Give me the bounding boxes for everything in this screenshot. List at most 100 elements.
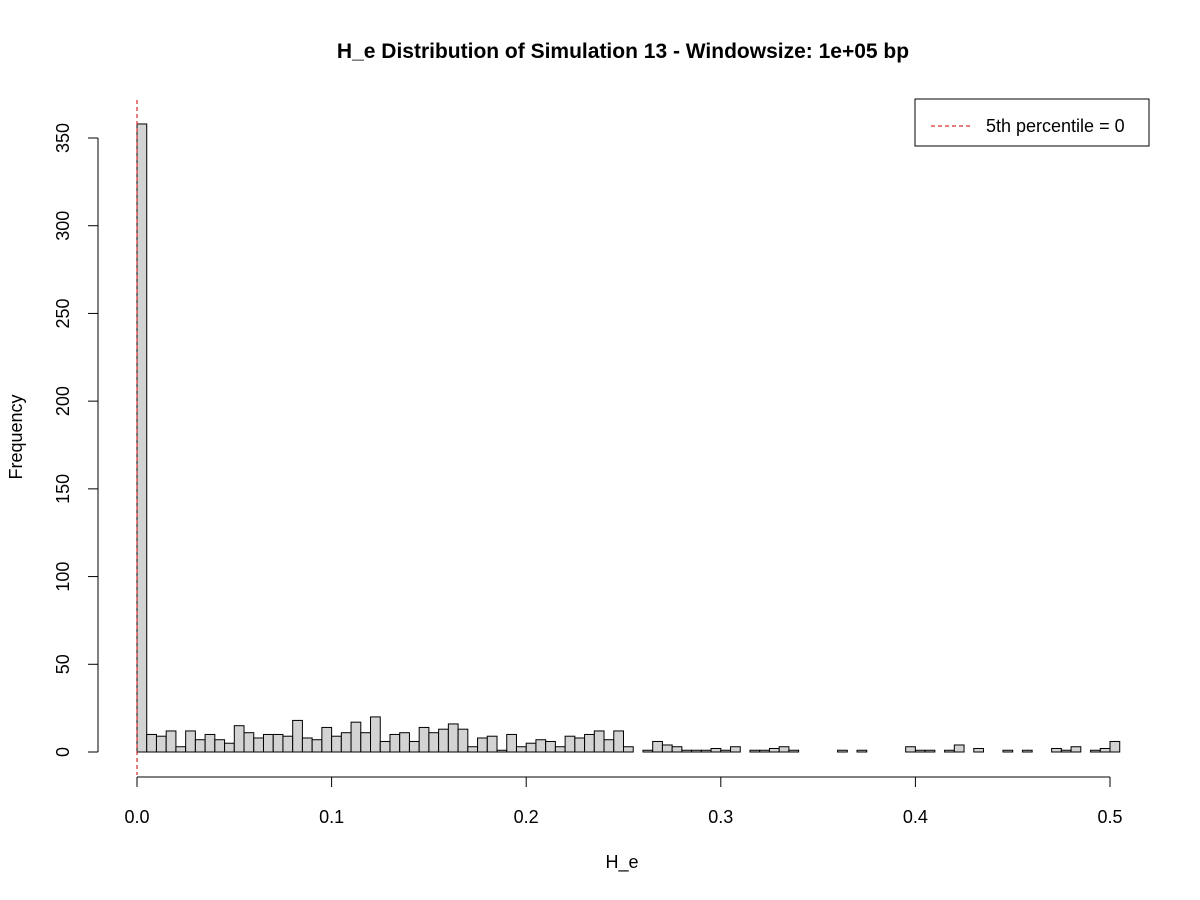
histogram-bar bbox=[652, 740, 663, 753]
histogram-bar bbox=[914, 749, 926, 753]
y-tick-label: 100 bbox=[53, 562, 73, 592]
histogram-bar bbox=[1090, 749, 1101, 753]
histogram-bar bbox=[408, 740, 420, 753]
histogram-bar bbox=[1060, 749, 1072, 753]
y-tick-label: 350 bbox=[53, 123, 73, 153]
histogram-bar bbox=[691, 749, 702, 753]
histogram-bar bbox=[165, 730, 177, 753]
histogram-bar bbox=[973, 747, 985, 753]
histogram-bar bbox=[1051, 747, 1062, 753]
histogram-bar bbox=[642, 749, 654, 753]
histogram-bar bbox=[613, 730, 625, 753]
histogram-bar bbox=[262, 733, 274, 753]
x-tick-label: 0.1 bbox=[319, 807, 344, 827]
histogram-bar bbox=[311, 739, 323, 753]
histogram-bar bbox=[710, 747, 722, 753]
histogram-bar bbox=[321, 726, 333, 753]
histogram-bar bbox=[224, 742, 235, 753]
histogram-bar bbox=[214, 739, 226, 753]
y-tick-label: 150 bbox=[53, 474, 73, 504]
histogram-bar bbox=[350, 721, 362, 753]
histogram-bar bbox=[477, 737, 488, 753]
y-tick-label: 250 bbox=[53, 298, 73, 328]
legend-entry-label: 5th percentile = 0 bbox=[986, 116, 1125, 136]
histogram-bar bbox=[243, 732, 255, 753]
histogram-bar bbox=[486, 735, 498, 753]
histogram-bar bbox=[1099, 747, 1111, 753]
histogram-bar bbox=[584, 733, 595, 753]
histogram-bar bbox=[506, 733, 517, 753]
histogram-bar bbox=[1070, 746, 1082, 753]
x-tick-label: 0.3 bbox=[708, 807, 733, 827]
histogram-bar bbox=[292, 719, 303, 753]
histogram-bar bbox=[340, 732, 352, 753]
histogram-bar bbox=[749, 749, 761, 753]
histogram-bar bbox=[155, 735, 167, 753]
histogram-bar bbox=[253, 737, 264, 753]
y-tick-label: 200 bbox=[53, 386, 73, 416]
histogram-bar bbox=[194, 739, 206, 753]
histogram-bar bbox=[146, 733, 157, 753]
histogram-bar bbox=[768, 747, 780, 753]
histogram-bar bbox=[272, 733, 284, 753]
histogram-bar bbox=[720, 749, 732, 753]
x-axis-label: H_e bbox=[605, 852, 638, 873]
histogram-bar bbox=[457, 728, 469, 753]
y-axis-label: Frequency bbox=[6, 394, 26, 479]
histogram-bar bbox=[515, 746, 527, 753]
histogram-bar bbox=[1109, 740, 1121, 753]
histogram-bar bbox=[856, 749, 868, 753]
histogram-bar bbox=[438, 728, 449, 753]
histogram-bar bbox=[603, 739, 615, 753]
histogram-bar bbox=[730, 746, 741, 753]
histogram-bar bbox=[447, 723, 459, 753]
histogram-bar bbox=[467, 746, 479, 753]
histogram-bar bbox=[905, 746, 916, 753]
legend: 5th percentile = 0 bbox=[914, 98, 1150, 147]
x-tick-label: 0.0 bbox=[124, 807, 149, 827]
histogram-bar bbox=[623, 746, 634, 753]
histogram-bar bbox=[301, 737, 313, 753]
histogram-bar bbox=[175, 746, 187, 753]
histogram-bar bbox=[545, 740, 556, 753]
y-tick-label: 50 bbox=[53, 654, 73, 674]
histogram-bar bbox=[700, 749, 712, 753]
histogram-bar bbox=[924, 749, 936, 753]
x-tick-label: 0.5 bbox=[1097, 807, 1122, 827]
histogram-bar bbox=[535, 739, 547, 753]
histogram-bar bbox=[1002, 749, 1014, 753]
y-tick-label: 0 bbox=[53, 747, 73, 757]
histogram-bar bbox=[370, 716, 381, 753]
histogram-bar bbox=[778, 746, 790, 753]
histogram-bar bbox=[759, 749, 770, 753]
histogram-bar bbox=[525, 742, 537, 753]
histogram-bar bbox=[428, 732, 440, 753]
histogram-bar bbox=[136, 123, 148, 753]
histogram-bar bbox=[360, 732, 372, 753]
histogram-bar bbox=[681, 749, 693, 753]
histogram-bar bbox=[204, 733, 216, 753]
histogram-bar bbox=[944, 749, 955, 753]
histogram-bar bbox=[953, 744, 965, 753]
histogram-bar bbox=[331, 735, 342, 753]
y-tick-label: 300 bbox=[53, 211, 73, 241]
chart-title: H_e Distribution of Simulation 13 - Wind… bbox=[337, 40, 909, 63]
legend-box bbox=[914, 98, 1150, 147]
histogram-bar bbox=[233, 725, 245, 753]
histogram-bar bbox=[554, 746, 566, 753]
histogram-bar bbox=[282, 735, 294, 753]
x-tick-label: 0.2 bbox=[514, 807, 539, 827]
histogram-bar bbox=[593, 730, 605, 753]
histogram-bar bbox=[496, 749, 508, 753]
histogram-bar bbox=[788, 749, 800, 753]
histogram-bar bbox=[574, 737, 586, 753]
y-axis: 0 50 100 150 200 250 300 350 bbox=[53, 123, 99, 757]
histogram-bar bbox=[661, 744, 673, 753]
histogram-bar bbox=[837, 749, 848, 753]
histogram-bar bbox=[1021, 749, 1033, 753]
histogram-bar bbox=[671, 746, 683, 753]
histogram-bars bbox=[136, 123, 1121, 753]
histogram-bar bbox=[389, 733, 401, 753]
histogram-bar bbox=[564, 735, 576, 753]
